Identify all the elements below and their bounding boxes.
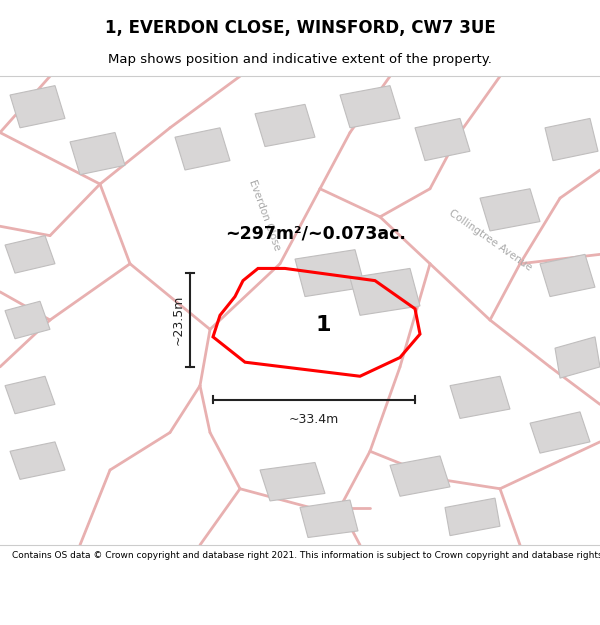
Polygon shape — [260, 462, 325, 501]
Polygon shape — [450, 376, 510, 419]
Polygon shape — [175, 128, 230, 170]
Polygon shape — [5, 301, 50, 339]
Text: Collingtree Avenue: Collingtree Avenue — [446, 208, 533, 272]
Polygon shape — [10, 86, 65, 128]
Text: 1, EVERDON CLOSE, WINSFORD, CW7 3UE: 1, EVERDON CLOSE, WINSFORD, CW7 3UE — [104, 19, 496, 37]
Polygon shape — [540, 254, 595, 296]
Text: ~33.4m: ~33.4m — [289, 412, 339, 426]
Text: ~23.5m: ~23.5m — [172, 295, 185, 345]
Polygon shape — [5, 236, 55, 273]
Polygon shape — [255, 104, 315, 146]
Polygon shape — [350, 269, 420, 315]
Polygon shape — [300, 500, 358, 538]
Text: Contains OS data © Crown copyright and database right 2021. This information is : Contains OS data © Crown copyright and d… — [12, 551, 600, 561]
Polygon shape — [390, 456, 450, 496]
Polygon shape — [10, 442, 65, 479]
Polygon shape — [295, 249, 365, 296]
Text: ~297m²/~0.073ac.: ~297m²/~0.073ac. — [225, 225, 406, 242]
Polygon shape — [480, 189, 540, 231]
Polygon shape — [445, 498, 500, 536]
Text: Everdon Close: Everdon Close — [248, 178, 283, 252]
Polygon shape — [70, 132, 125, 174]
Text: 1: 1 — [316, 315, 331, 335]
Polygon shape — [555, 337, 600, 378]
Text: Map shows position and indicative extent of the property.: Map shows position and indicative extent… — [108, 53, 492, 66]
Polygon shape — [530, 412, 590, 453]
Polygon shape — [5, 376, 55, 414]
Polygon shape — [340, 86, 400, 128]
Polygon shape — [415, 119, 470, 161]
Polygon shape — [545, 119, 598, 161]
